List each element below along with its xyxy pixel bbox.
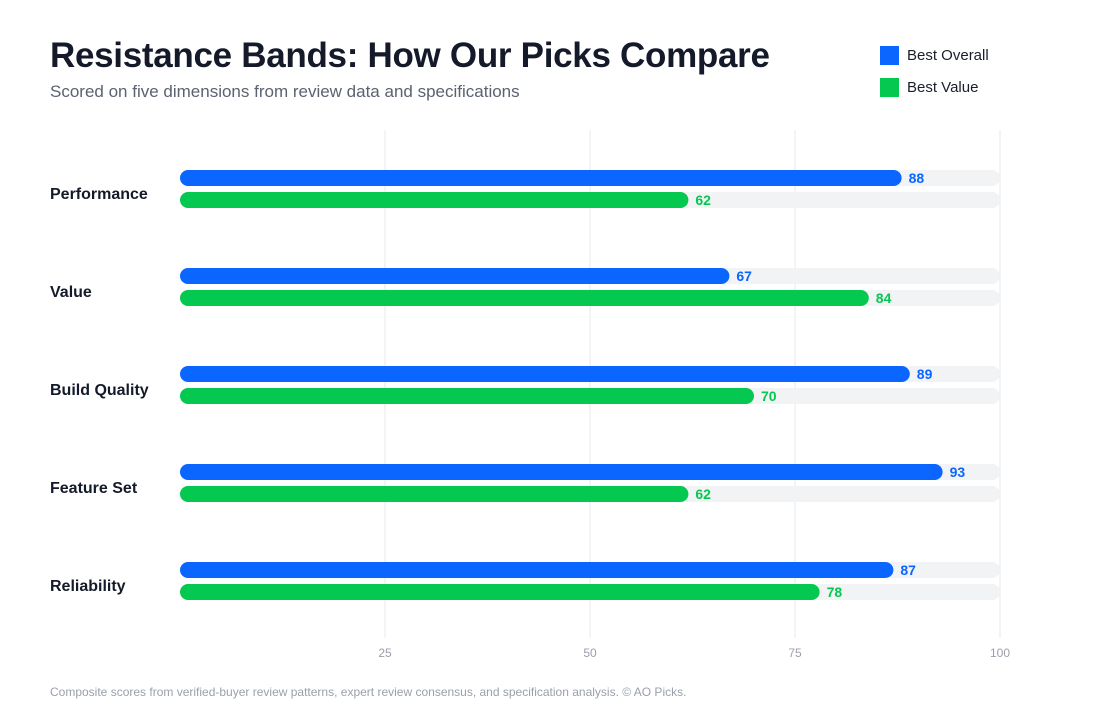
data-label-feature-set-best-value: 62 (695, 486, 711, 502)
legend-item-best-overall: Best Overall (880, 45, 989, 65)
category-label-feature-set: Feature Set (50, 480, 138, 497)
bar-build-quality-best-value (180, 388, 754, 404)
data-label-performance-best-overall: 88 (909, 170, 925, 186)
data-label-reliability-best-overall: 87 (900, 562, 916, 578)
chart-title: Resistance Bands: How Our Picks Compare (50, 36, 770, 75)
data-label-build-quality-best-value: 70 (761, 388, 777, 404)
legend-label-best-overall: Best Overall (907, 46, 989, 64)
data-label-reliability-best-value: 78 (827, 584, 843, 600)
x-tick-label-75: 75 (788, 646, 802, 660)
bar-value-best-overall (180, 268, 730, 284)
footnote: Composite scores from verified-buyer rev… (50, 685, 687, 699)
category-label-value: Value (50, 284, 92, 301)
data-label-performance-best-value: 62 (695, 192, 711, 208)
legend: Best Overall Best Value (880, 45, 989, 109)
bar-performance-best-value (180, 192, 689, 208)
bar-feature-set-best-value (180, 486, 689, 502)
bar-performance-best-overall (180, 170, 902, 186)
legend-swatch-best-overall (880, 45, 899, 65)
chart-subtitle: Scored on five dimensions from review da… (50, 82, 520, 101)
data-label-value-best-value: 84 (876, 290, 892, 306)
legend-item-best-value: Best Value (880, 77, 989, 97)
category-label-build-quality: Build Quality (50, 382, 149, 399)
legend-swatch-best-value (880, 77, 899, 97)
data-label-value-best-overall: 67 (736, 268, 752, 284)
bar-reliability-best-overall (180, 562, 894, 578)
data-label-feature-set-best-overall: 93 (950, 464, 966, 480)
x-tick-label-100: 100 (990, 646, 1010, 660)
legend-label-best-value: Best Value (907, 78, 979, 96)
bar-value-best-value (180, 290, 869, 306)
bar-feature-set-best-overall (180, 464, 943, 480)
x-tick-label-25: 25 (378, 646, 392, 660)
category-label-performance: Performance (50, 186, 148, 203)
category-label-reliability: Reliability (50, 578, 126, 595)
x-tick-label-50: 50 (583, 646, 597, 660)
data-label-build-quality-best-overall: 89 (917, 366, 933, 382)
bar-reliability-best-value (180, 584, 820, 600)
bar-build-quality-best-overall (180, 366, 910, 382)
